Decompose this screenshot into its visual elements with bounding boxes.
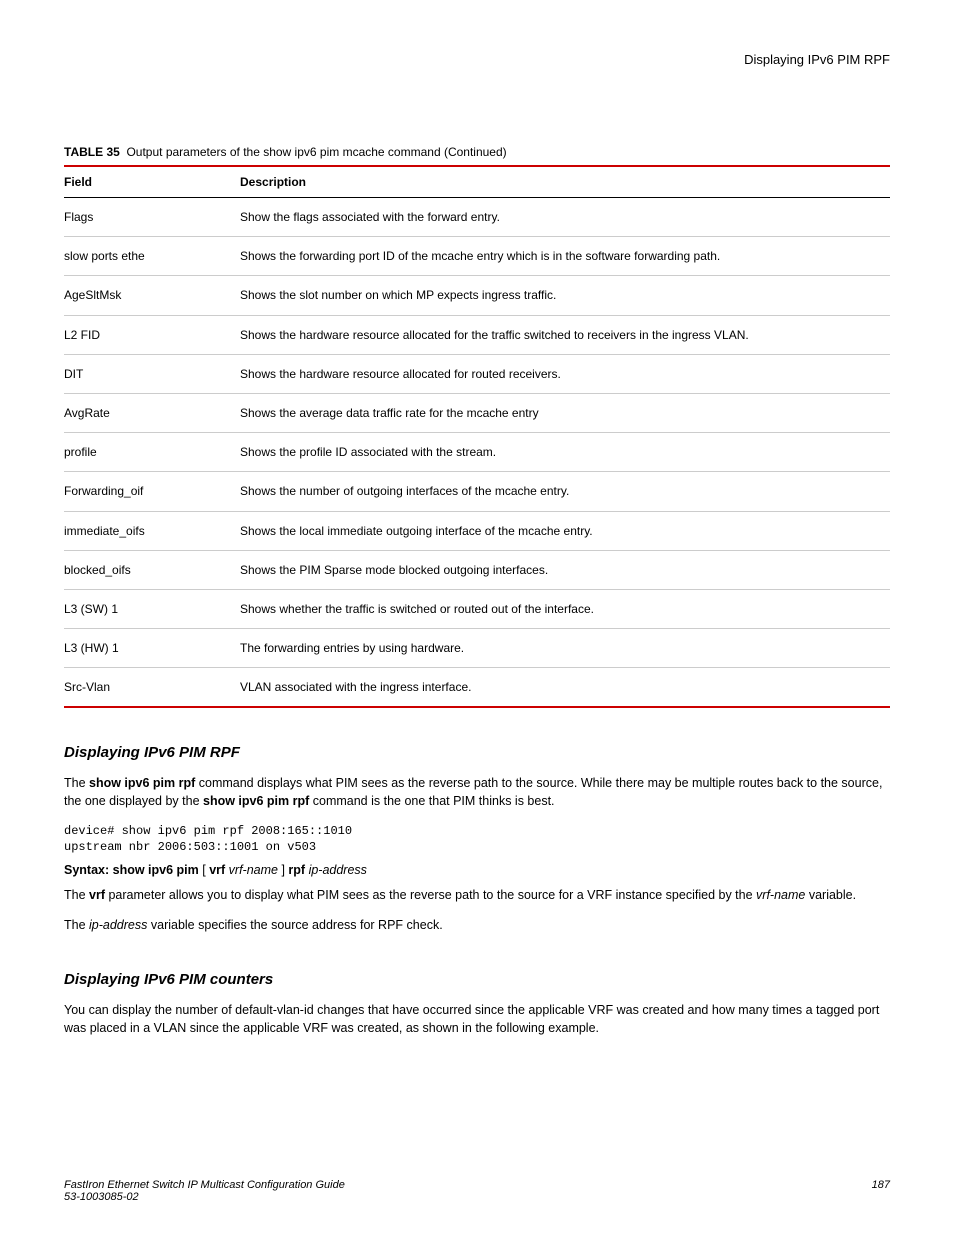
table-cell-description: Show the flags associated with the forwa… <box>240 198 890 237</box>
table-cell-field: Src-Vlan <box>64 668 240 708</box>
table-row: AvgRateShows the average data traffic ra… <box>64 393 890 432</box>
table-cell-field: immediate_oifs <box>64 511 240 550</box>
table-cell-field: DIT <box>64 354 240 393</box>
table-cell-field: AvgRate <box>64 393 240 432</box>
table-cell-description: Shows the hardware resource allocated fo… <box>240 315 890 354</box>
table-cell-field: L3 (SW) 1 <box>64 589 240 628</box>
page-footer: FastIron Ethernet Switch IP Multicast Co… <box>64 1179 890 1203</box>
table-header-field: Field <box>64 166 240 198</box>
table-cell-description: Shows the slot number on which MP expect… <box>240 276 890 315</box>
table-cell-description: The forwarding entries by using hardware… <box>240 629 890 668</box>
table-row: immediate_oifsShows the local immediate … <box>64 511 890 550</box>
footer-page-number: 187 <box>872 1179 890 1203</box>
table-row: profileShows the profile ID associated w… <box>64 433 890 472</box>
table-cell-field: blocked_oifs <box>64 550 240 589</box>
table-row: DITShows the hardware resource allocated… <box>64 354 890 393</box>
output-parameters-table: Field Description FlagsShow the flags as… <box>64 165 890 708</box>
table-cell-description: Shows the hardware resource allocated fo… <box>240 354 890 393</box>
table-cell-description: Shows the forwarding port ID of the mcac… <box>240 237 890 276</box>
table-cell-description: Shows the profile ID associated with the… <box>240 433 890 472</box>
table-cell-field: L2 FID <box>64 315 240 354</box>
table-cell-field: Forwarding_oif <box>64 472 240 511</box>
table-row: slow ports etheShows the forwarding port… <box>64 237 890 276</box>
table-caption-label: TABLE 35 <box>64 145 120 159</box>
table-cell-field: Flags <box>64 198 240 237</box>
table-caption-text: Output parameters of the show ipv6 pim m… <box>126 145 506 159</box>
table-caption: TABLE 35 Output parameters of the show i… <box>64 145 890 159</box>
table-row: L3 (SW) 1Shows whether the traffic is sw… <box>64 589 890 628</box>
table-cell-description: Shows the PIM Sparse mode blocked outgoi… <box>240 550 890 589</box>
table-row: Forwarding_oifShows the number of outgoi… <box>64 472 890 511</box>
rpf-paragraph-2: The vrf parameter allows you to display … <box>64 887 890 905</box>
section-heading-rpf: Displaying IPv6 PIM RPF <box>64 744 890 761</box>
footer-doc-title: FastIron Ethernet Switch IP Multicast Co… <box>64 1179 345 1191</box>
footer-doc-id: 53-1003085-02 <box>64 1191 345 1203</box>
table-row: FlagsShow the flags associated with the … <box>64 198 890 237</box>
table-cell-field: profile <box>64 433 240 472</box>
table-cell-description: Shows the average data traffic rate for … <box>240 393 890 432</box>
table-row: L3 (HW) 1The forwarding entries by using… <box>64 629 890 668</box>
counters-paragraph-1: You can display the number of default-vl… <box>64 1002 890 1038</box>
table-row: Src-VlanVLAN associated with the ingress… <box>64 668 890 708</box>
table-cell-description: Shows whether the traffic is switched or… <box>240 589 890 628</box>
table-cell-field: AgeSltMsk <box>64 276 240 315</box>
rpf-code-example: device# show ipv6 pim rpf 2008:165::1010… <box>64 823 890 855</box>
table-row: blocked_oifsShows the PIM Sparse mode bl… <box>64 550 890 589</box>
table-header-description: Description <box>240 166 890 198</box>
table-cell-field: slow ports ethe <box>64 237 240 276</box>
table-cell-description: Shows the number of outgoing interfaces … <box>240 472 890 511</box>
page-header-title: Displaying IPv6 PIM RPF <box>64 52 890 67</box>
rpf-paragraph-1: The show ipv6 pim rpf command displays w… <box>64 775 890 811</box>
table-row: L2 FIDShows the hardware resource alloca… <box>64 315 890 354</box>
table-cell-description: Shows the local immediate outgoing inter… <box>240 511 890 550</box>
section-heading-counters: Displaying IPv6 PIM counters <box>64 971 890 988</box>
rpf-syntax: Syntax: show ipv6 pim [ vrf vrf-name ] r… <box>64 863 890 877</box>
table-cell-description: VLAN associated with the ingress interfa… <box>240 668 890 708</box>
table-cell-field: L3 (HW) 1 <box>64 629 240 668</box>
table-row: AgeSltMskShows the slot number on which … <box>64 276 890 315</box>
rpf-paragraph-3: The ip-address variable specifies the so… <box>64 917 890 935</box>
